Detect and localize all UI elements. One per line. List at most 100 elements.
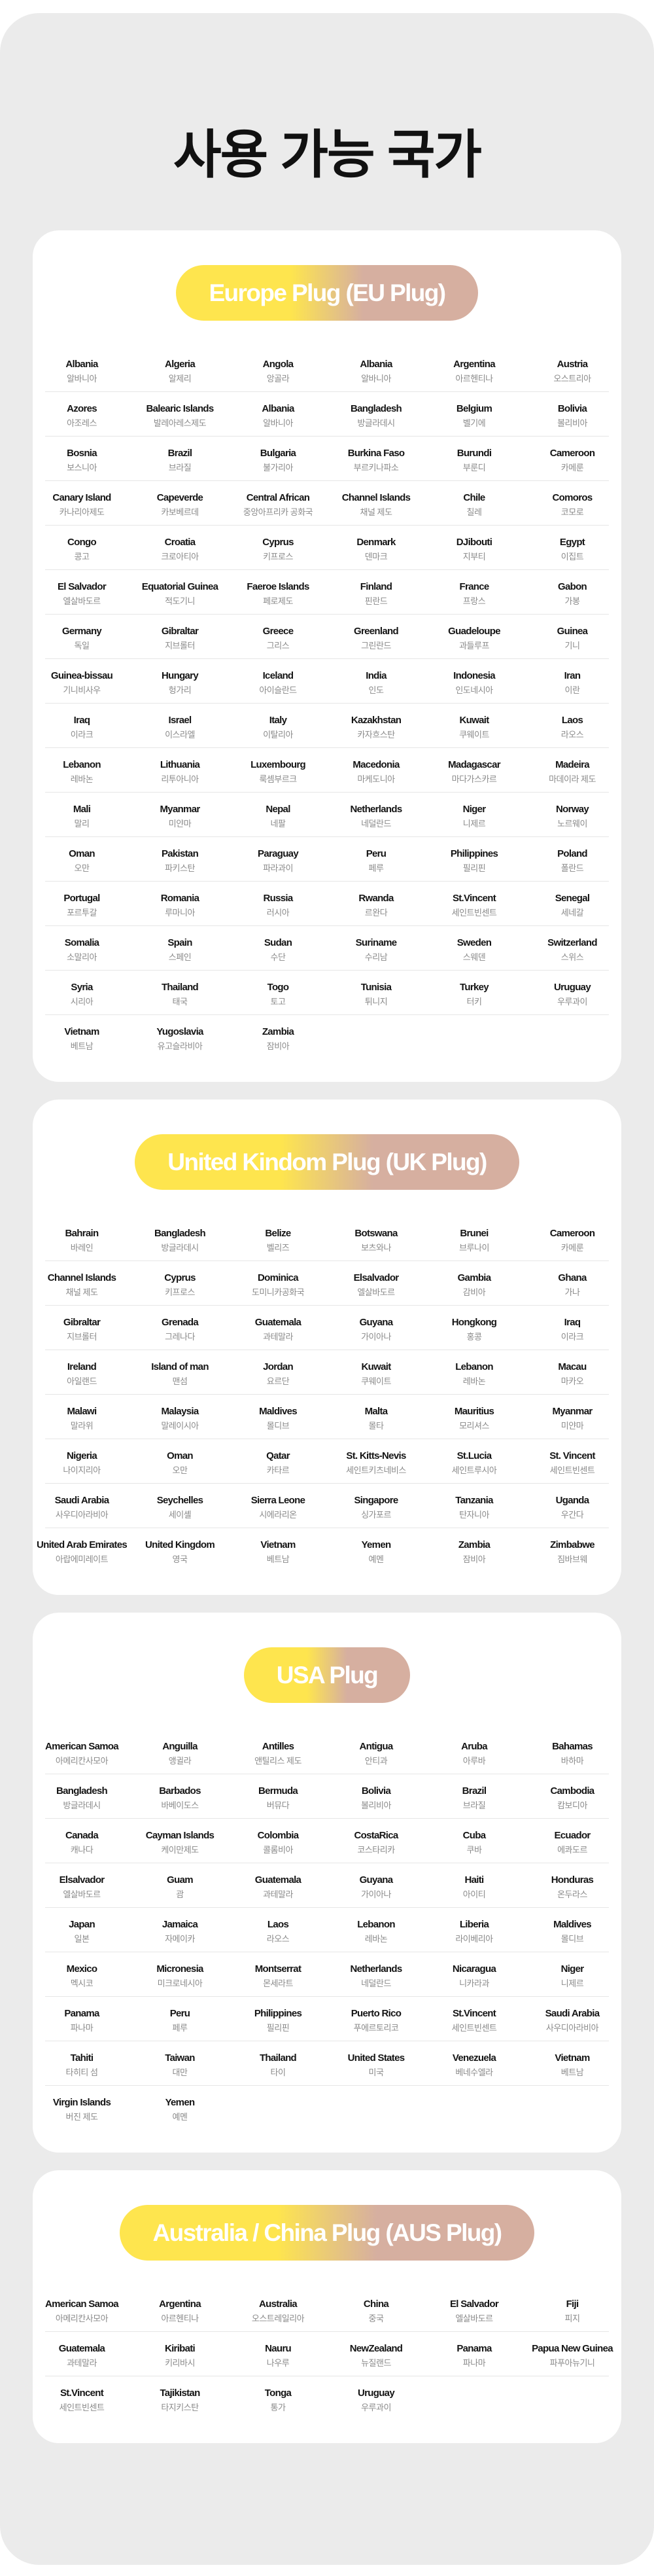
country-item-lebanon: Lebanon 레바논 <box>327 1908 425 1952</box>
country-name-ko: 채널 제도 <box>360 507 392 517</box>
country-name-en: Israel <box>168 715 192 726</box>
country-item-comoros: Comoros 코모로 <box>523 481 621 526</box>
country-name-en: Cameroon <box>549 448 595 459</box>
country-item-laos: Laos 라오스 <box>229 1908 327 1952</box>
country-item-guyana: Guyana 가이아나 <box>327 1306 425 1350</box>
country-name-ko: 보츠와나 <box>361 1243 391 1253</box>
country-name-ko: 포르투갈 <box>67 908 97 918</box>
country-name-en: Switzerland <box>547 937 597 948</box>
country-name-en: Japan <box>69 1919 95 1930</box>
country-name-en: Uruguay <box>554 982 591 993</box>
country-name-ko: 피지 <box>564 2314 580 2323</box>
country-name-ko: 라오스 <box>266 1934 290 1944</box>
country-name-ko: 베네수엘라 <box>455 2067 493 2077</box>
country-name-ko: 엘살바도르 <box>63 1889 101 1899</box>
country-name-ko: 폴란드 <box>560 863 584 873</box>
country-name-en: Saudi Arabia <box>545 2008 600 2019</box>
country-name-en: Bahrain <box>65 1228 99 1239</box>
country-name-ko: 스페인 <box>168 952 192 962</box>
country-name-en: DJibouti <box>456 537 492 548</box>
country-name-ko: 과들루프 <box>459 641 489 651</box>
country-item-brazil: Brazil 브라질 <box>131 437 229 481</box>
country-row: Somalia 소말리아 Spain 스페인 Sudan 수단 Suriname 수리남 Swe… <box>33 926 621 971</box>
country-item-egypt: Egypt 이집트 <box>523 526 621 570</box>
country-name-en: Turkey <box>460 982 489 993</box>
country-name-en: Panama <box>64 2008 99 2019</box>
country-name-en: United Arab Emirates <box>37 1539 128 1550</box>
country-item-zimbabwe: Zimbabwe 짐바브웨 <box>523 1528 621 1573</box>
country-item-suriname: Suriname 수리남 <box>327 926 425 971</box>
country-name-en: Comoros <box>552 492 593 503</box>
country-name-en: Haiti <box>464 1874 484 1886</box>
country-item-niger: Niger 니제르 <box>425 793 523 837</box>
country-name-en: Papua New Guinea <box>532 2343 613 2354</box>
country-name-en: Poland <box>557 848 588 859</box>
country-name-en: Malawi <box>67 1406 97 1417</box>
country-item-spain: Spain 스페인 <box>131 926 229 971</box>
country-row: Ireland 아일랜드 Island of man 맨섬 Jordan 요르단 Kuwai… <box>33 1350 621 1395</box>
country-name-ko: 레바논 <box>462 1376 486 1386</box>
country-name-en: Romania <box>160 893 199 904</box>
country-item-qatar: Qatar 카타르 <box>229 1439 327 1484</box>
country-name-en: Angola <box>262 359 294 370</box>
country-name-ko: 몰디브 <box>266 1421 290 1431</box>
country-name-ko: 세인트루시아 <box>451 1465 497 1475</box>
plug-type-badge: United Kindom Plug (UK Plug) <box>135 1134 519 1190</box>
country-name-en: Guatemala <box>254 1317 301 1328</box>
country-name-en: Chile <box>463 492 485 503</box>
country-item-lithuania: Lithuania 리투아니아 <box>131 748 229 793</box>
country-name-en: Madagascar <box>448 759 500 770</box>
country-name-ko: 카나리아제도 <box>59 507 105 517</box>
country-name-en: Puerto Rico <box>351 2008 402 2019</box>
country-name-en: Botswana <box>354 1228 398 1239</box>
country-name-ko: 키프로스 <box>165 1287 195 1297</box>
country-item-montserrat: Montserrat 몬세라트 <box>229 1952 327 1997</box>
country-name-en: Vietnam <box>555 2052 590 2064</box>
country-name-en: Sudan <box>264 937 292 948</box>
country-name-en: Uganda <box>555 1495 590 1506</box>
country-name-ko: 우루과이 <box>557 997 587 1007</box>
country-item-thailand: Thailand 태국 <box>131 971 229 1015</box>
country-item-balearic-islands: Balearic Islands 발레아레스제도 <box>131 392 229 437</box>
country-name-en: Brazil <box>462 1785 487 1797</box>
country-name-ko: 엘살바도르 <box>357 1287 395 1297</box>
country-row: St.Vincent 세인트빈센트 Tajikistan 타지키스탄 Tonga 통가 Ur… <box>33 2376 621 2421</box>
plug-type-badge: Europe Plug (EU Plug) <box>176 265 478 321</box>
country-item-panama: Panama 파나마 <box>33 1997 131 2041</box>
country-name-en: Bangladesh <box>350 403 402 414</box>
country-name-ko: 튀니지 <box>364 997 388 1007</box>
country-name-ko: 레바논 <box>364 1934 388 1944</box>
country-name-ko: 엘살바도르 <box>63 596 101 606</box>
country-name-en: Rwanda <box>358 893 394 904</box>
country-name-en: Saudi Arabia <box>54 1495 109 1506</box>
country-name-en: Singapore <box>354 1495 398 1506</box>
country-name-en: Luxembourg <box>250 759 306 770</box>
country-name-en: Guatemala <box>254 1874 301 1886</box>
country-item-bolivia: Bolivia 볼리비아 <box>523 392 621 437</box>
country-row: Bangladesh 방글라데시 Barbados 바베이도스 Bermuda 버뮤다 Bo… <box>33 1774 621 1819</box>
country-name-ko: 인도 <box>368 685 384 695</box>
country-name-en: Faeroe Islands <box>247 581 309 592</box>
country-name-en: Tajikistan <box>160 2388 200 2399</box>
country-name-en: Malta <box>364 1406 388 1417</box>
country-name-ko: 불가리아 <box>263 463 293 473</box>
country-item-st-vincent: St. Vincent 세인트빈센트 <box>523 1439 621 1484</box>
country-name-en: American Samoa <box>45 2299 119 2310</box>
country-item-ecuador: Ecuador 에콰도르 <box>523 1819 621 1863</box>
country-item-india: India 인도 <box>327 659 425 704</box>
country-name-ko: 일본 <box>74 1934 90 1944</box>
country-name-ko: 감비아 <box>462 1287 486 1297</box>
country-name-en: Russia <box>263 893 294 904</box>
country-name-en: Sweden <box>456 937 492 948</box>
country-name-en: Gibraltar <box>63 1317 101 1328</box>
country-row: Tahiti 타히티 섬 Taiwan 대만 Thailand 타이 United Stat… <box>33 2041 621 2086</box>
country-item-ghana: Ghana 가나 <box>523 1261 621 1306</box>
country-row: Oman 오만 Pakistan 파키스탄 Paraguay 파라과이 Peru 페루 Phil… <box>33 837 621 882</box>
country-name-ko: 버진 제도 <box>65 2112 98 2122</box>
country-item-guinea-bissau: Guinea-bissau 기니비사우 <box>33 659 131 704</box>
country-name-ko: 알바니아 <box>361 374 391 384</box>
country-name-ko: 미얀마 <box>168 819 192 829</box>
country-name-en: Hongkong <box>451 1317 497 1328</box>
country-name-en: Oman <box>69 848 95 859</box>
country-name-en: Argentina <box>453 359 495 370</box>
